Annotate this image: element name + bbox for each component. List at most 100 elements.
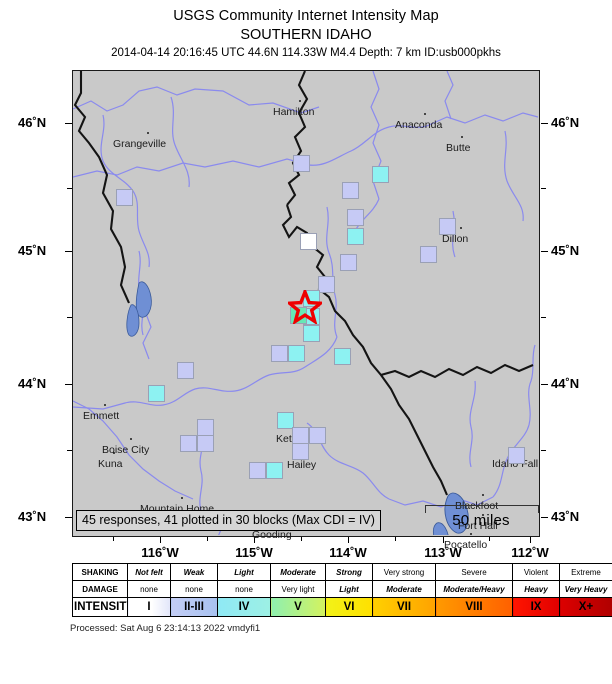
city-label: Idaho Fall <box>492 458 539 470</box>
legend-shaking-cell: Light <box>217 563 271 581</box>
intensity-block <box>372 166 389 183</box>
legend-shaking-cell: Moderate <box>270 563 326 581</box>
city-label: Blackfoot <box>455 500 499 512</box>
intensity-block <box>292 427 309 444</box>
y-axis-label-right: 46˚N <box>551 115 580 130</box>
intensity-block <box>288 345 305 362</box>
intensity-block <box>342 182 359 199</box>
city-label: Grangeville <box>113 138 167 150</box>
x-axis-minor-tick <box>301 537 302 541</box>
city-label: Hamilton <box>273 106 315 118</box>
y-axis-label-left: 43˚N <box>18 509 47 524</box>
intensity-legend-table: SHAKING Not felt Weak Light Moderate Strong V… <box>72 563 612 617</box>
y-axis-label-right: 43˚N <box>551 509 580 524</box>
epicenter-star-icon <box>285 287 325 326</box>
city-dot <box>461 136 464 139</box>
y-axis-tick <box>541 123 548 125</box>
intensity-block <box>347 228 364 245</box>
intensity-block <box>347 209 364 226</box>
intensity-block <box>249 462 266 479</box>
footer-processed-text: Processed: Sat Aug 6 23:14:13 2022 vmdyf… <box>70 623 261 634</box>
intensity-block <box>318 276 335 293</box>
x-axis-tick <box>160 537 162 543</box>
legend-damage-cell: Very light <box>270 580 326 598</box>
x-axis-tick <box>254 537 256 543</box>
x-axis-label: 116˚W <box>141 545 179 560</box>
y-axis-label-right: 44˚N <box>551 376 580 391</box>
response-summary-text: 45 responses, 41 plotted in 30 blocks (M… <box>82 513 375 527</box>
city-label: Pocatello <box>444 539 488 551</box>
y-axis-tick <box>65 517 72 519</box>
x-axis-tick <box>348 537 350 543</box>
city-label: Gooding <box>252 529 292 541</box>
city-dot <box>113 452 116 455</box>
city-dot <box>104 404 107 407</box>
city-dot <box>470 533 473 536</box>
scale-bar-label: 50 miles <box>452 512 510 529</box>
intensity-block <box>303 325 320 342</box>
y-axis-label-left: 44˚N <box>18 376 47 391</box>
legend-intensity-cell: VII <box>372 597 436 617</box>
y-axis-minor-tick <box>541 450 546 451</box>
y-axis-minor-tick <box>541 317 546 318</box>
x-axis-label: 112˚W <box>511 545 549 560</box>
y-axis-minor-tick <box>541 188 546 189</box>
scale-bar: 50 miles <box>425 505 539 537</box>
intensity-block <box>197 435 214 452</box>
intensity-block <box>180 435 197 452</box>
intensity-block <box>197 419 214 436</box>
city-dot <box>299 100 302 103</box>
intensity-block <box>116 189 133 206</box>
city-label: Kuna <box>98 458 123 470</box>
city-dot <box>147 132 150 135</box>
intensity-block <box>293 155 310 172</box>
legend-intensity-cell: IX <box>512 597 560 617</box>
page-title: USGS Community Internet Intensity Map <box>173 8 439 24</box>
city-dot <box>482 514 485 517</box>
legend-row-shaking: SHAKING Not felt Weak Light Moderate Strong V… <box>72 563 612 581</box>
city-label: Boise City <box>102 444 150 456</box>
legend-shaking-cell: Strong <box>325 563 373 581</box>
x-axis-tick <box>443 537 445 543</box>
city-dot <box>181 497 184 500</box>
y-axis-minor-tick <box>67 188 72 189</box>
legend-intensity-cell: VI <box>325 597 373 617</box>
state-border-layer <box>73 71 534 496</box>
legend-shaking-cell: Severe <box>435 563 513 581</box>
x-axis-label: 115˚W <box>235 545 273 560</box>
legend-damage-cell: Moderate/Heavy <box>435 580 513 598</box>
city-dot <box>130 438 133 441</box>
city-label: Anaconda <box>395 119 443 131</box>
y-axis-tick <box>65 251 72 253</box>
city-label: Emmett <box>83 410 120 422</box>
x-axis-minor-tick <box>207 537 208 541</box>
legend-row-header-shaking: SHAKING <box>72 563 128 581</box>
legend-row-header-damage: DAMAGE <box>72 580 128 598</box>
y-axis-minor-tick <box>67 317 72 318</box>
city-label: Hailey <box>287 459 317 471</box>
y-axis-label-right: 45˚N <box>551 243 580 258</box>
intensity-block <box>309 427 326 444</box>
intensity-block <box>334 348 351 365</box>
legend-damage-cell: Moderate <box>372 580 436 598</box>
city-label: Fort Hall <box>458 520 498 532</box>
event-subtitle: 2014-04-14 20:16:45 UTC 44.6N 114.33W M4… <box>111 47 501 59</box>
legend-intensity-cell: X+ <box>559 597 612 617</box>
legend-row-header-intensity: INTENSITY <box>72 597 128 617</box>
intensity-block <box>177 362 194 379</box>
x-axis-label: 113˚W <box>424 545 462 560</box>
legend-shaking-cell: Violent <box>512 563 560 581</box>
intensity-block <box>340 254 357 271</box>
intensity-block <box>300 233 317 250</box>
intensity-block <box>271 345 288 362</box>
intensity-block <box>277 412 294 429</box>
x-axis-minor-tick <box>395 537 396 541</box>
city-label: Butte <box>446 142 471 154</box>
legend-intensity-cell: I <box>127 597 171 617</box>
y-axis-tick <box>65 123 72 125</box>
legend-intensity-cell: II-III <box>170 597 218 617</box>
legend-shaking-cell: Not felt <box>127 563 171 581</box>
y-axis-tick <box>541 384 548 386</box>
